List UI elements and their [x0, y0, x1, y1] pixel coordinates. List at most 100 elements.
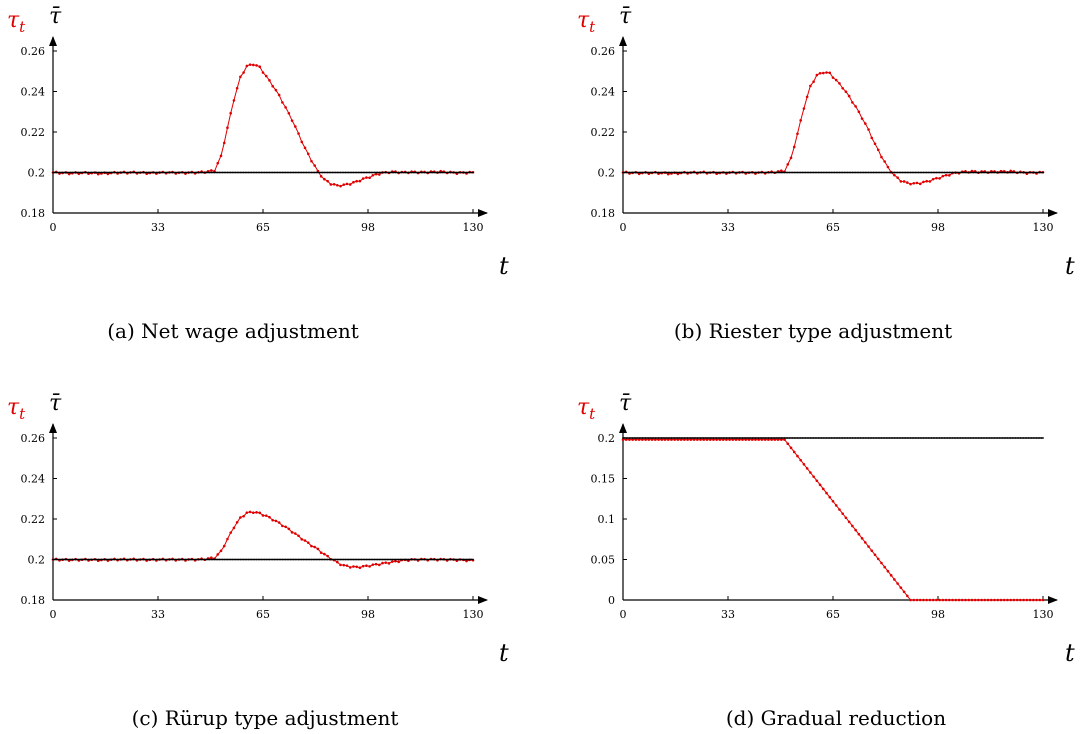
tau-bar-point [396, 171, 398, 174]
tau-point [316, 169, 320, 173]
tau-bar-point [118, 558, 121, 561]
tau-point [371, 174, 375, 177]
tau-point [239, 516, 242, 519]
tau-bar-point [820, 437, 823, 439]
tau-bar-point [819, 437, 821, 439]
tau-bar-point [862, 171, 865, 174]
tau-bar-point [321, 171, 324, 174]
tau-bar-point [236, 171, 239, 174]
tau-point [106, 172, 110, 176]
tau-bar-point [323, 171, 326, 174]
tau-point [828, 71, 832, 75]
tau-bar-point [828, 437, 831, 439]
tau-bar-point [633, 171, 636, 174]
tau-bar-point [664, 437, 666, 439]
tau-bar-point [270, 171, 272, 174]
tau-bar-point [160, 171, 163, 174]
chart-marks: 0 33 65 98 130 0 0.05 0.1 0.15 0.2 [591, 423, 1058, 621]
tau-bar-point [124, 171, 127, 174]
tau-bar-point [909, 437, 912, 439]
tau-bar-point [420, 171, 423, 174]
tau-point [339, 184, 342, 188]
tau-bar-point [215, 171, 218, 174]
tau-bar-point [799, 437, 802, 439]
tau-bar-point [701, 437, 704, 439]
x-tick-label: 33 [151, 608, 165, 621]
tau-point [281, 101, 284, 104]
tau-bar-point [87, 558, 90, 561]
tau-point [310, 544, 313, 548]
tau-bar-point [334, 171, 337, 174]
tau-bar-point [320, 171, 323, 174]
tau-bar-point [195, 558, 198, 561]
tau-bar-point [415, 558, 418, 561]
tau-bar-point [216, 171, 219, 174]
tau-bar-point [728, 437, 731, 439]
tau-bar-point [765, 437, 768, 439]
tau-bar-point [917, 171, 920, 174]
tau-bar-point [967, 437, 970, 439]
tau-bar-point [686, 437, 689, 439]
x-tick-label: 33 [721, 221, 735, 234]
tau-bar-point [626, 171, 629, 174]
tau-bar-point [689, 437, 692, 439]
tau-bar-point [86, 171, 88, 174]
tau-bar-point [197, 558, 200, 561]
tau-bar-point [467, 171, 470, 174]
tau-bar-point [691, 437, 694, 439]
tau-bar-point [92, 558, 95, 561]
tau-bar-point [715, 437, 718, 439]
x-tick-label: 130 [463, 221, 484, 234]
tau-bar-point [472, 558, 474, 561]
tau-bar-point [289, 171, 292, 174]
tau-bar-point [234, 558, 237, 561]
tau-point [809, 471, 812, 474]
tau-bar-point [706, 437, 708, 439]
tau-bar-point [730, 171, 733, 174]
tau-point [935, 598, 938, 602]
tau-bar-point [922, 437, 925, 439]
tau-bar-point [814, 437, 817, 439]
tau-point [744, 438, 748, 441]
tau-bar-point [622, 171, 624, 174]
tau-bar-point [299, 171, 302, 174]
tau-bar-point [247, 558, 250, 561]
tau-bar-point [1017, 171, 1020, 174]
tau-bar-point [207, 171, 209, 174]
tau-point [876, 148, 880, 152]
tau-bar-point [425, 558, 428, 561]
tau-bar-point [203, 171, 206, 174]
tau-point [802, 462, 806, 466]
tau-bar-point [76, 558, 79, 561]
tau-bar-point [231, 558, 234, 561]
tau-point [725, 438, 728, 441]
y-tick-label: 0.24 [21, 86, 46, 99]
tau-point [239, 75, 242, 79]
tau-bar-point [941, 437, 944, 439]
tau-bar-point [782, 171, 784, 174]
tau-point [96, 172, 100, 176]
tau-bar-point [751, 171, 754, 174]
tau-bar-point [630, 437, 632, 439]
tau-bar-point [431, 171, 434, 174]
tau-bar-point [401, 171, 403, 174]
tau-bar-point [270, 558, 272, 561]
tau-bar-point [336, 171, 339, 174]
tau-bar-point [1006, 171, 1009, 174]
tau-bar-point [962, 171, 965, 174]
tau-bar-point [699, 437, 702, 439]
tau-bar-point [137, 558, 140, 561]
tau-bar-point [899, 437, 902, 439]
tau-bar-point [397, 558, 400, 561]
tau-bar-point [312, 171, 314, 174]
tau-point [902, 180, 906, 183]
tau-bar-point [820, 171, 823, 174]
y-tick-label: 0.26 [21, 45, 46, 58]
tau-bar-point [867, 171, 870, 174]
tau-point [329, 183, 333, 186]
tau-bar-point [89, 171, 92, 174]
tau-bar-point [360, 558, 363, 561]
tau-point [909, 182, 912, 186]
tau-bar-point [909, 171, 912, 174]
tau-bar-point [849, 437, 852, 439]
